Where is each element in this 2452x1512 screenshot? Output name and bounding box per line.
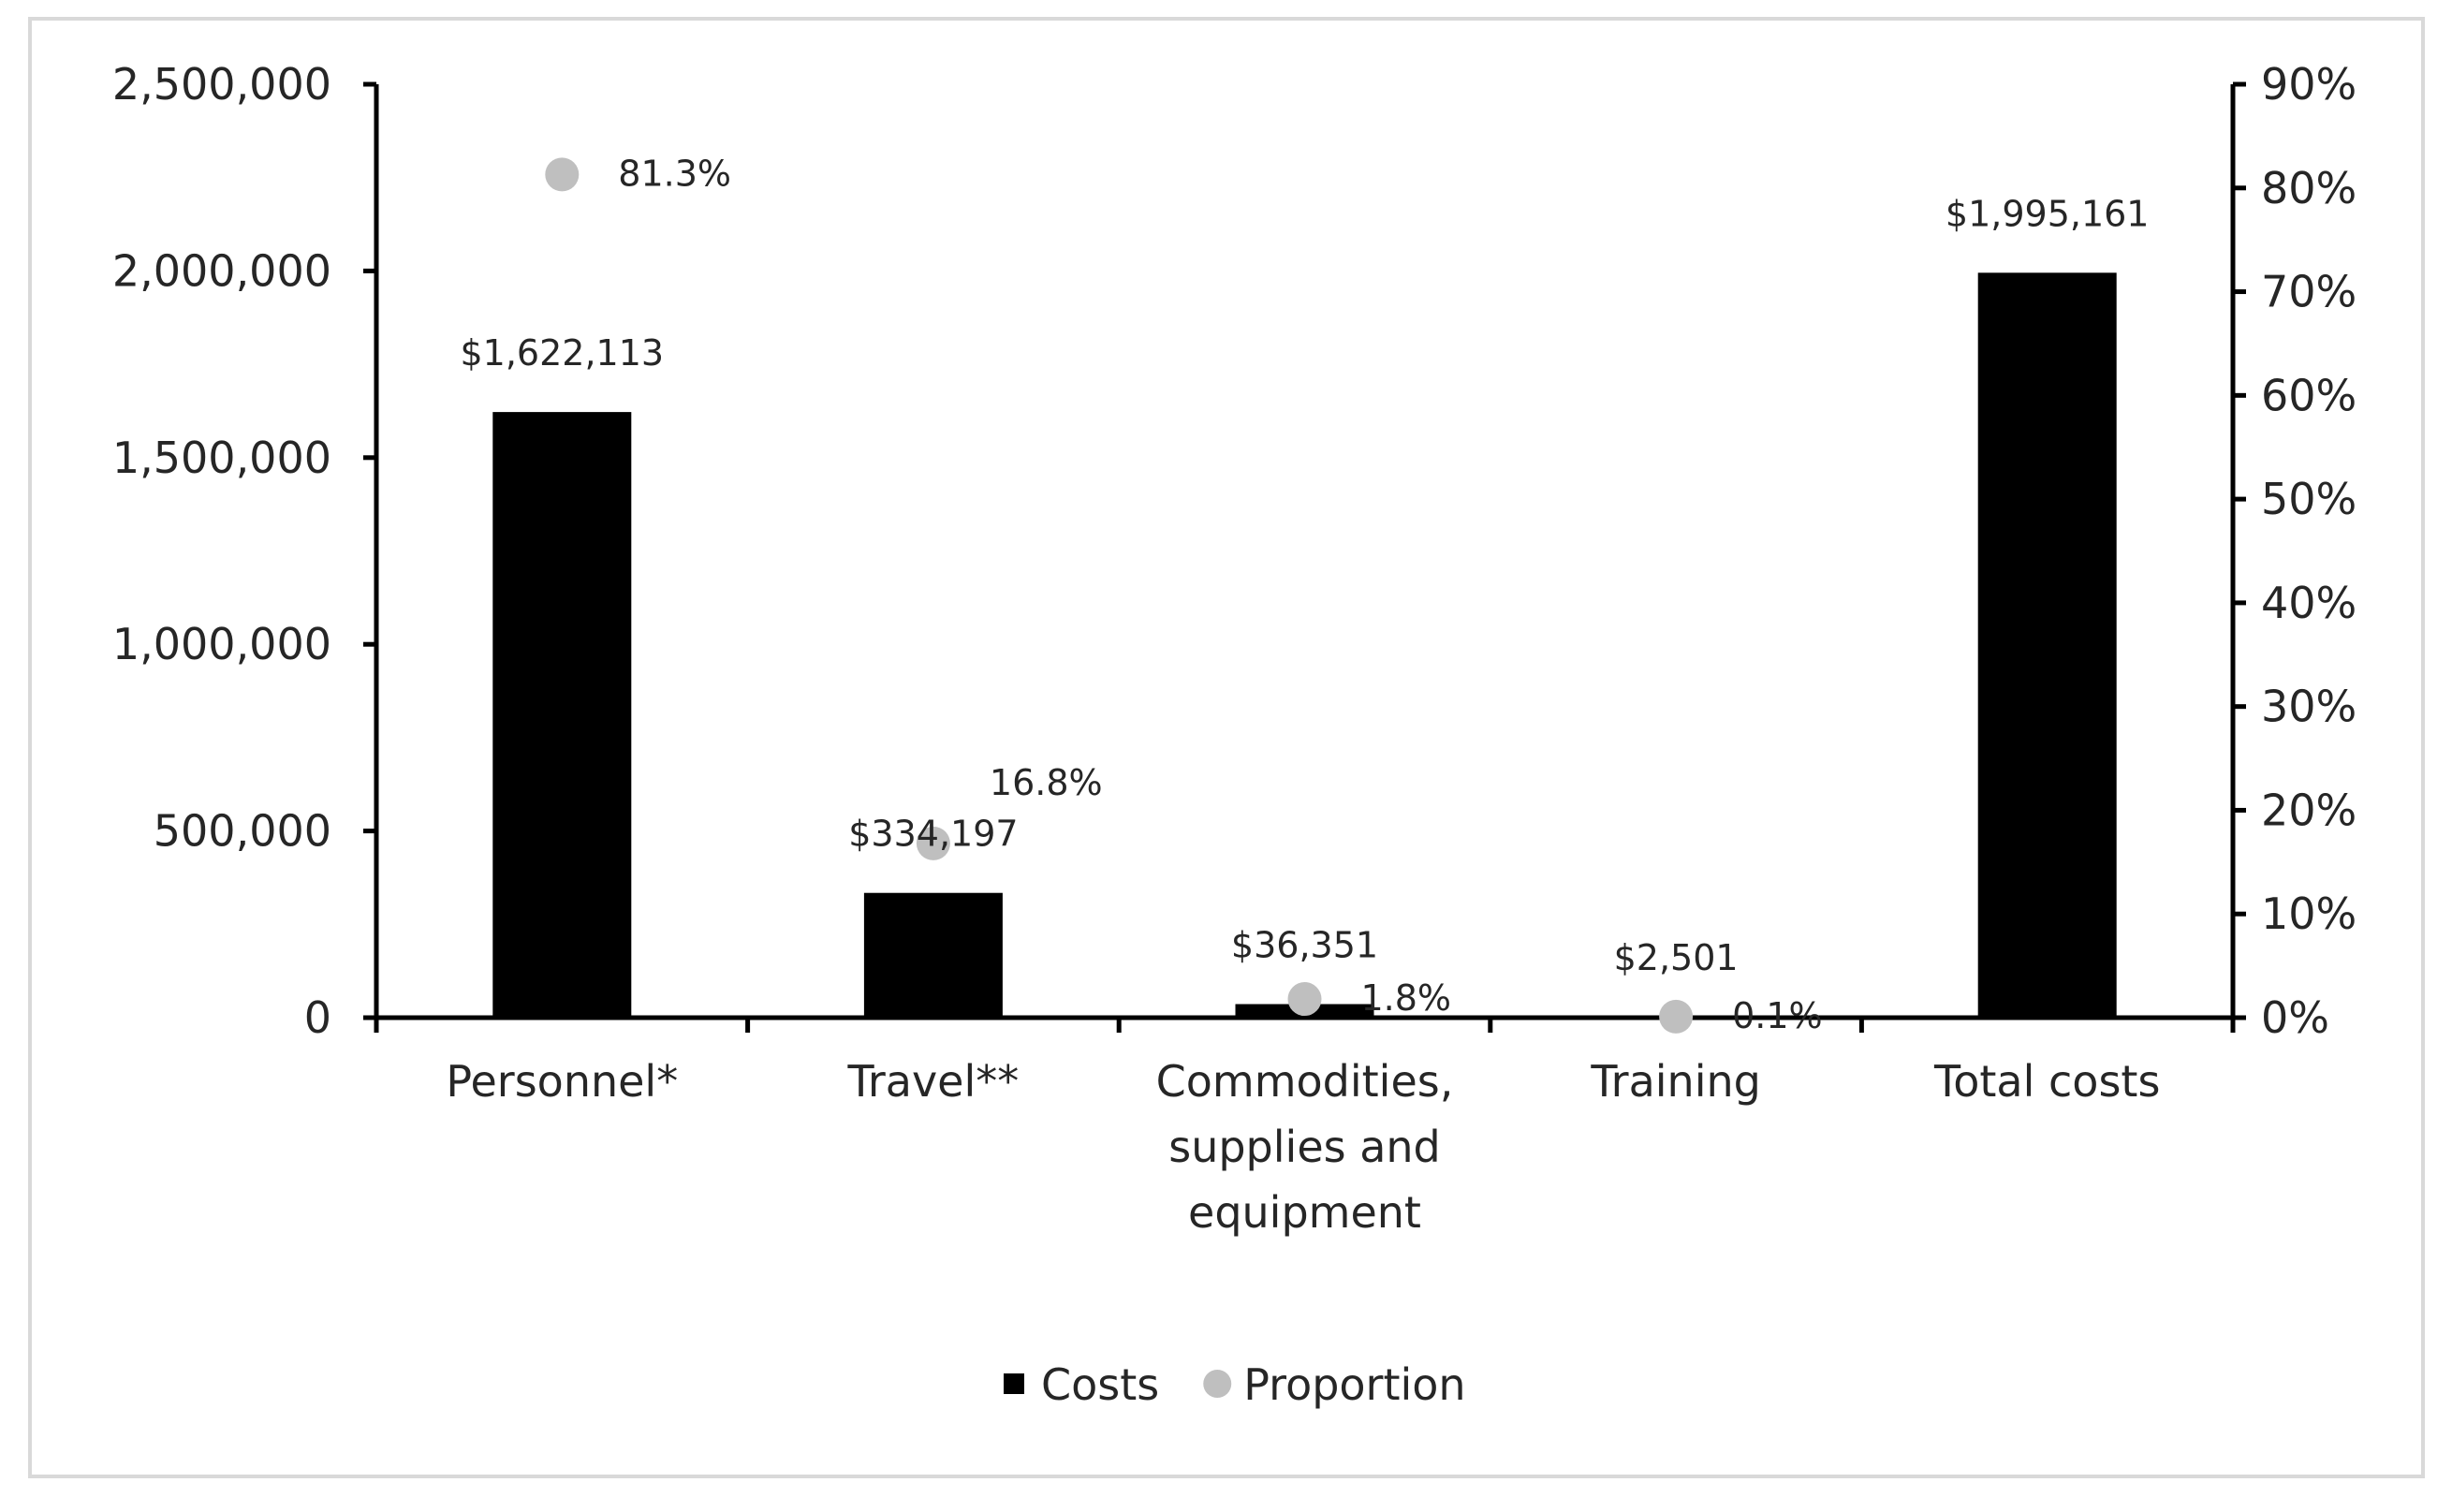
y-right-tick-label: 70% — [2261, 267, 2357, 317]
bar-series-costs — [492, 272, 2117, 1019]
point-proportion — [1287, 982, 1322, 1017]
legend-marker-proportion — [1203, 1370, 1232, 1398]
legend: Costs Proportion — [1004, 1359, 1466, 1410]
x-category-label: Training — [1590, 1056, 1761, 1107]
y-left-tick-label: 500,000 — [154, 806, 331, 857]
x-category-label-line: Travel** — [847, 1056, 1020, 1107]
data-label-proportion: 1.8% — [1361, 977, 1452, 1019]
x-category-label-line: Total costs — [1933, 1056, 2160, 1107]
data-label-costs: $1,995,161 — [1945, 193, 2150, 234]
x-category-label: Total costs — [1933, 1056, 2160, 1107]
data-label-proportion: 16.8% — [990, 762, 1103, 803]
chart-axes: 0 500,000 1,000,000 1,500,000 2,000,000 2,500… — [112, 59, 2357, 1238]
x-category-label: Commodities, supplies and equipment — [1156, 1056, 1454, 1238]
data-label-costs: $2,501 — [1614, 937, 1739, 978]
y-right-tick-label: 40% — [2261, 578, 2357, 628]
data-label-costs: $36,351 — [1231, 925, 1378, 966]
x-category-label-line: supplies and — [1168, 1122, 1441, 1172]
legend-marker-costs — [1004, 1373, 1024, 1394]
point-proportion — [916, 826, 950, 860]
y-left-tick-label: 1,000,000 — [112, 619, 331, 669]
y-right-tick-label: 60% — [2261, 370, 2357, 420]
x-category-label-line: Training — [1590, 1056, 1761, 1107]
y-left-tick-label: 0 — [304, 992, 331, 1043]
y-left-tick-label: 2,500,000 — [112, 59, 331, 110]
bar-costs — [1977, 272, 2117, 1018]
point-proportion — [545, 157, 580, 192]
x-category-label: Travel** — [847, 1056, 1020, 1107]
y-right-tick-label: 0% — [2261, 992, 2329, 1043]
y-right-tick-label: 10% — [2261, 888, 2357, 939]
point-proportion — [1659, 999, 1694, 1034]
bar-costs — [492, 412, 632, 1019]
data-label-costs: $1,622,113 — [461, 332, 665, 374]
scatter-series-proportion — [545, 157, 1694, 1034]
x-category-label: Personnel* — [446, 1056, 678, 1107]
bar-costs — [863, 892, 1003, 1018]
x-category-label-line: Commodities, — [1156, 1056, 1454, 1107]
x-category-label-line: equipment — [1188, 1187, 1421, 1238]
data-label-proportion: 0.1% — [1732, 995, 1823, 1036]
y-left-tick-label: 1,500,000 — [112, 433, 331, 483]
legend-label: Costs — [1041, 1359, 1159, 1410]
data-label-proportion: 81.3% — [618, 153, 731, 194]
y-right-tick-label: 50% — [2261, 474, 2357, 524]
y-right-tick-label: 20% — [2261, 785, 2357, 835]
y-right-tick-label: 30% — [2261, 682, 2357, 732]
y-left-tick-label: 2,000,000 — [112, 245, 331, 296]
data-label-costs: $334,197 — [848, 814, 1018, 855]
y-right-tick-label: 80% — [2261, 163, 2357, 213]
x-category-label-line: Personnel* — [446, 1056, 678, 1107]
y-right-tick-label: 90% — [2261, 59, 2357, 110]
legend-label: Proportion — [1243, 1359, 1465, 1410]
data-labels: $1,622,113 $334,197 $36,351 $2,501 $1,995,16… — [461, 153, 2150, 1036]
